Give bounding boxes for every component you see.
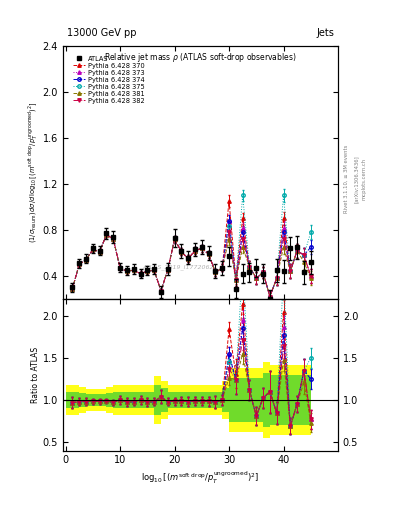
Legend: ATLAS, Pythia 6.428 370, Pythia 6.428 373, Pythia 6.428 374, Pythia 6.428 375, P: ATLAS, Pythia 6.428 370, Pythia 6.428 37…	[72, 54, 146, 105]
Text: ATLAS_2019_I1772062: ATLAS_2019_I1772062	[143, 265, 214, 270]
X-axis label: $\log_{10}[(m^{\mathrm{soft\ drop}}/p_T^{\mathrm{ungroomed}})^2]$: $\log_{10}[(m^{\mathrm{soft\ drop}}/p_T^…	[141, 470, 259, 486]
Y-axis label: Ratio to ATLAS: Ratio to ATLAS	[31, 347, 40, 403]
Text: Relative jet mass $\rho$ (ATLAS soft-drop observables): Relative jet mass $\rho$ (ATLAS soft-dro…	[104, 51, 297, 64]
Y-axis label: $(1/\sigma_{\mathrm{resum}})\,d\sigma/d\,\log_{10}[(m^{\mathrm{soft\ drop}}/p_T^: $(1/\sigma_{\mathrm{resum}})\,d\sigma/d\…	[26, 102, 40, 243]
Text: [arXiv:1306.3436]: [arXiv:1306.3436]	[354, 155, 359, 203]
Text: 13000 GeV pp: 13000 GeV pp	[67, 28, 136, 38]
Text: Rivet 3.1.10, ≥ 3M events: Rivet 3.1.10, ≥ 3M events	[344, 145, 349, 214]
Text: mcplots.cern.ch: mcplots.cern.ch	[362, 158, 367, 200]
Text: Jets: Jets	[316, 28, 334, 38]
